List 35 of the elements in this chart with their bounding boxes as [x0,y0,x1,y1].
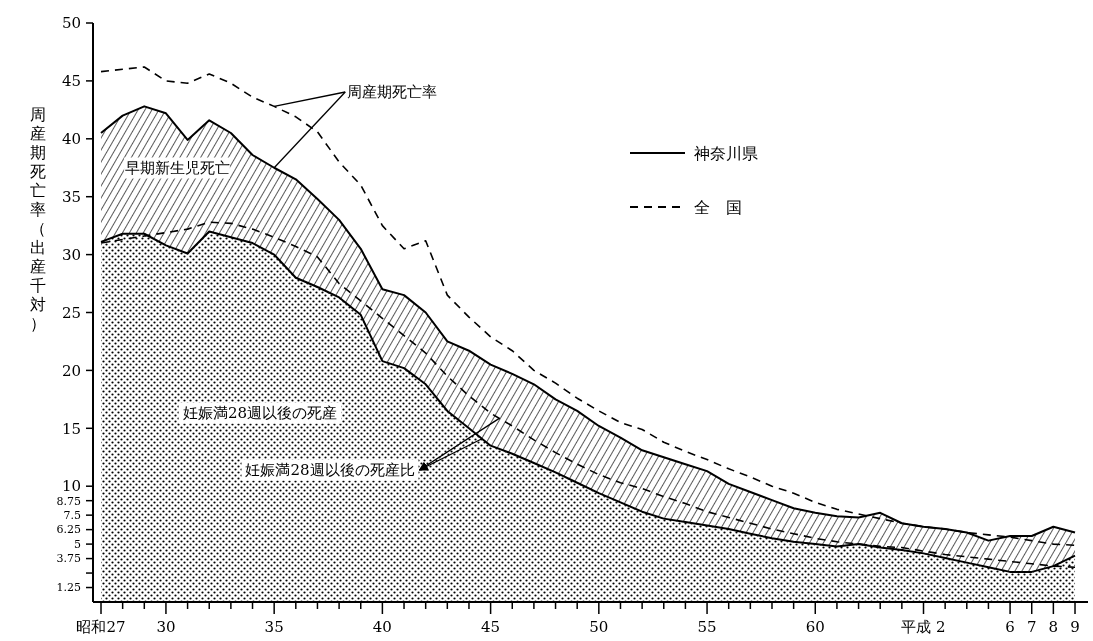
y-tick-label: 7.5 [63,509,81,522]
y-tick-label: 5 [74,537,81,551]
x-tick-label: 60 [805,618,825,636]
y-tick-label: 45 [61,72,81,91]
legend-label: 全 国 [694,197,742,217]
x-tick-label: 8 [1048,618,1059,636]
annotation: 妊娠満28週以後の死産比 [245,461,415,480]
x-tick-label: 9 [1070,618,1080,636]
y-tick-label: 20 [61,361,81,380]
x-tick-label: 55 [697,618,717,636]
annotation: 周産期死亡率 [347,83,437,102]
y-tick-label: 10 [61,477,81,496]
x-tick-label: 45 [481,618,501,636]
x-tick-label: 50 [589,618,609,636]
y-tick-label: 3.75 [56,552,81,566]
x-tick-label: 6 [1005,618,1015,636]
x-tick-label: 昭和27 [76,618,126,636]
y-tick-label: 1.25 [56,581,81,595]
annotation: 早期新生児死亡 [124,159,230,178]
y-tick-label: 6.25 [56,523,81,537]
x-tick-label: 平成 2 [901,618,946,636]
x-tick-label: 40 [372,618,392,636]
y-tick-label: 35 [61,187,81,206]
y-tick-label: 8.75 [56,494,81,508]
y-tick-label: 40 [61,130,81,149]
y-tick-label: 25 [61,303,81,322]
x-tick-label: 35 [264,618,284,636]
text: 周産期死亡率（出産千対） [30,105,46,333]
annotation: 妊娠満28週以後の死産 [182,404,338,423]
x-tick-label: 7 [1026,618,1037,636]
legend-label: 神奈川県 [694,143,758,163]
x-tick-label: 30 [156,618,176,636]
y-tick-label: 50 [61,14,81,33]
y-tick-label: 15 [61,419,81,438]
y-tick-label: 30 [61,245,81,264]
